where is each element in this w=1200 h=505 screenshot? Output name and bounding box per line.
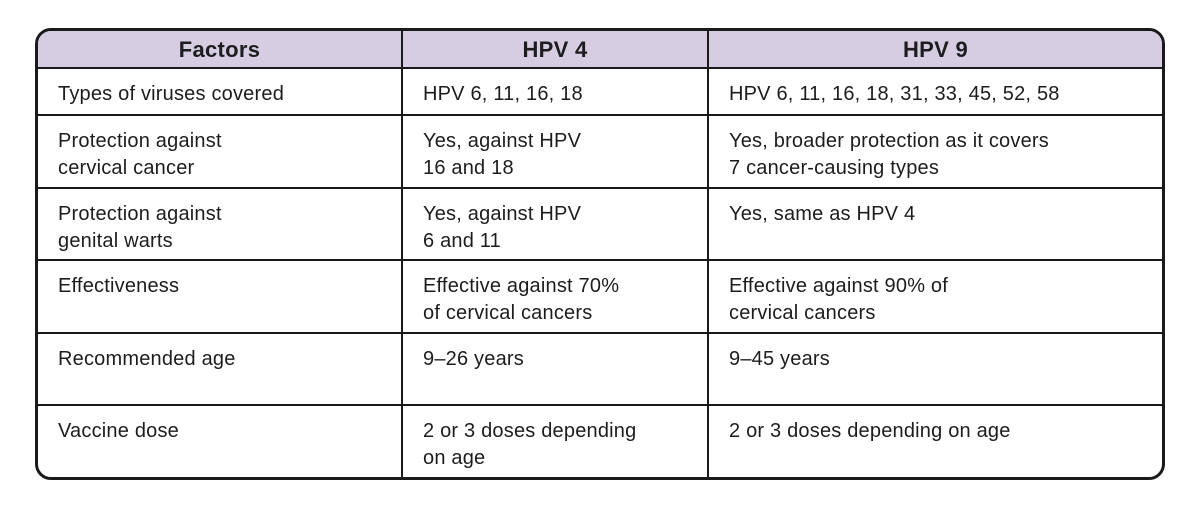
cell-factor-vaccine-dose: Vaccine dose <box>38 404 401 477</box>
cell-hpv9-effectiveness: Effective against 90% of cervical cancer… <box>707 259 1162 332</box>
comparison-table: Factors HPV 4 HPV 9 Types of viruses cov… <box>35 28 1165 480</box>
cell-hpv4-cervical-cancer: Yes, against HPV 16 and 18 <box>401 114 707 187</box>
table-grid: Factors HPV 4 HPV 9 Types of viruses cov… <box>38 31 1162 477</box>
cell-hpv9-genital-warts: Yes, same as HPV 4 <box>707 186 1162 260</box>
cell-hpv9-viruses-covered: HPV 6, 11, 16, 18, 31, 33, 45, 52, 58 <box>707 67 1162 114</box>
cell-hpv4-effectiveness: Effective against 70% of cervical cancer… <box>401 259 707 332</box>
cell-hpv9-cervical-cancer: Yes, broader protection as it covers 7 c… <box>707 114 1162 187</box>
column-header-hpv4: HPV 4 <box>401 31 707 67</box>
cell-hpv4-genital-warts: Yes, against HPV 6 and 11 <box>401 186 707 260</box>
cell-factor-effectiveness: Effectiveness <box>38 259 401 332</box>
cell-hpv4-viruses-covered: HPV 6, 11, 16, 18 <box>401 67 707 114</box>
column-header-hpv9: HPV 9 <box>707 31 1162 67</box>
cell-hpv9-recommended-age: 9–45 years <box>707 331 1162 405</box>
cell-factor-recommended-age: Recommended age <box>38 331 401 405</box>
cell-factor-cervical-cancer: Protection against cervical cancer <box>38 114 401 187</box>
column-header-factors: Factors <box>38 31 401 67</box>
cell-factor-genital-warts: Protection against genital warts <box>38 186 401 260</box>
cell-hpv9-vaccine-dose: 2 or 3 doses depending on age <box>707 404 1162 477</box>
cell-hpv4-vaccine-dose: 2 or 3 doses depending on age <box>401 404 707 477</box>
cell-hpv4-recommended-age: 9–26 years <box>401 331 707 405</box>
cell-factor-viruses-covered: Types of viruses covered <box>38 67 401 114</box>
